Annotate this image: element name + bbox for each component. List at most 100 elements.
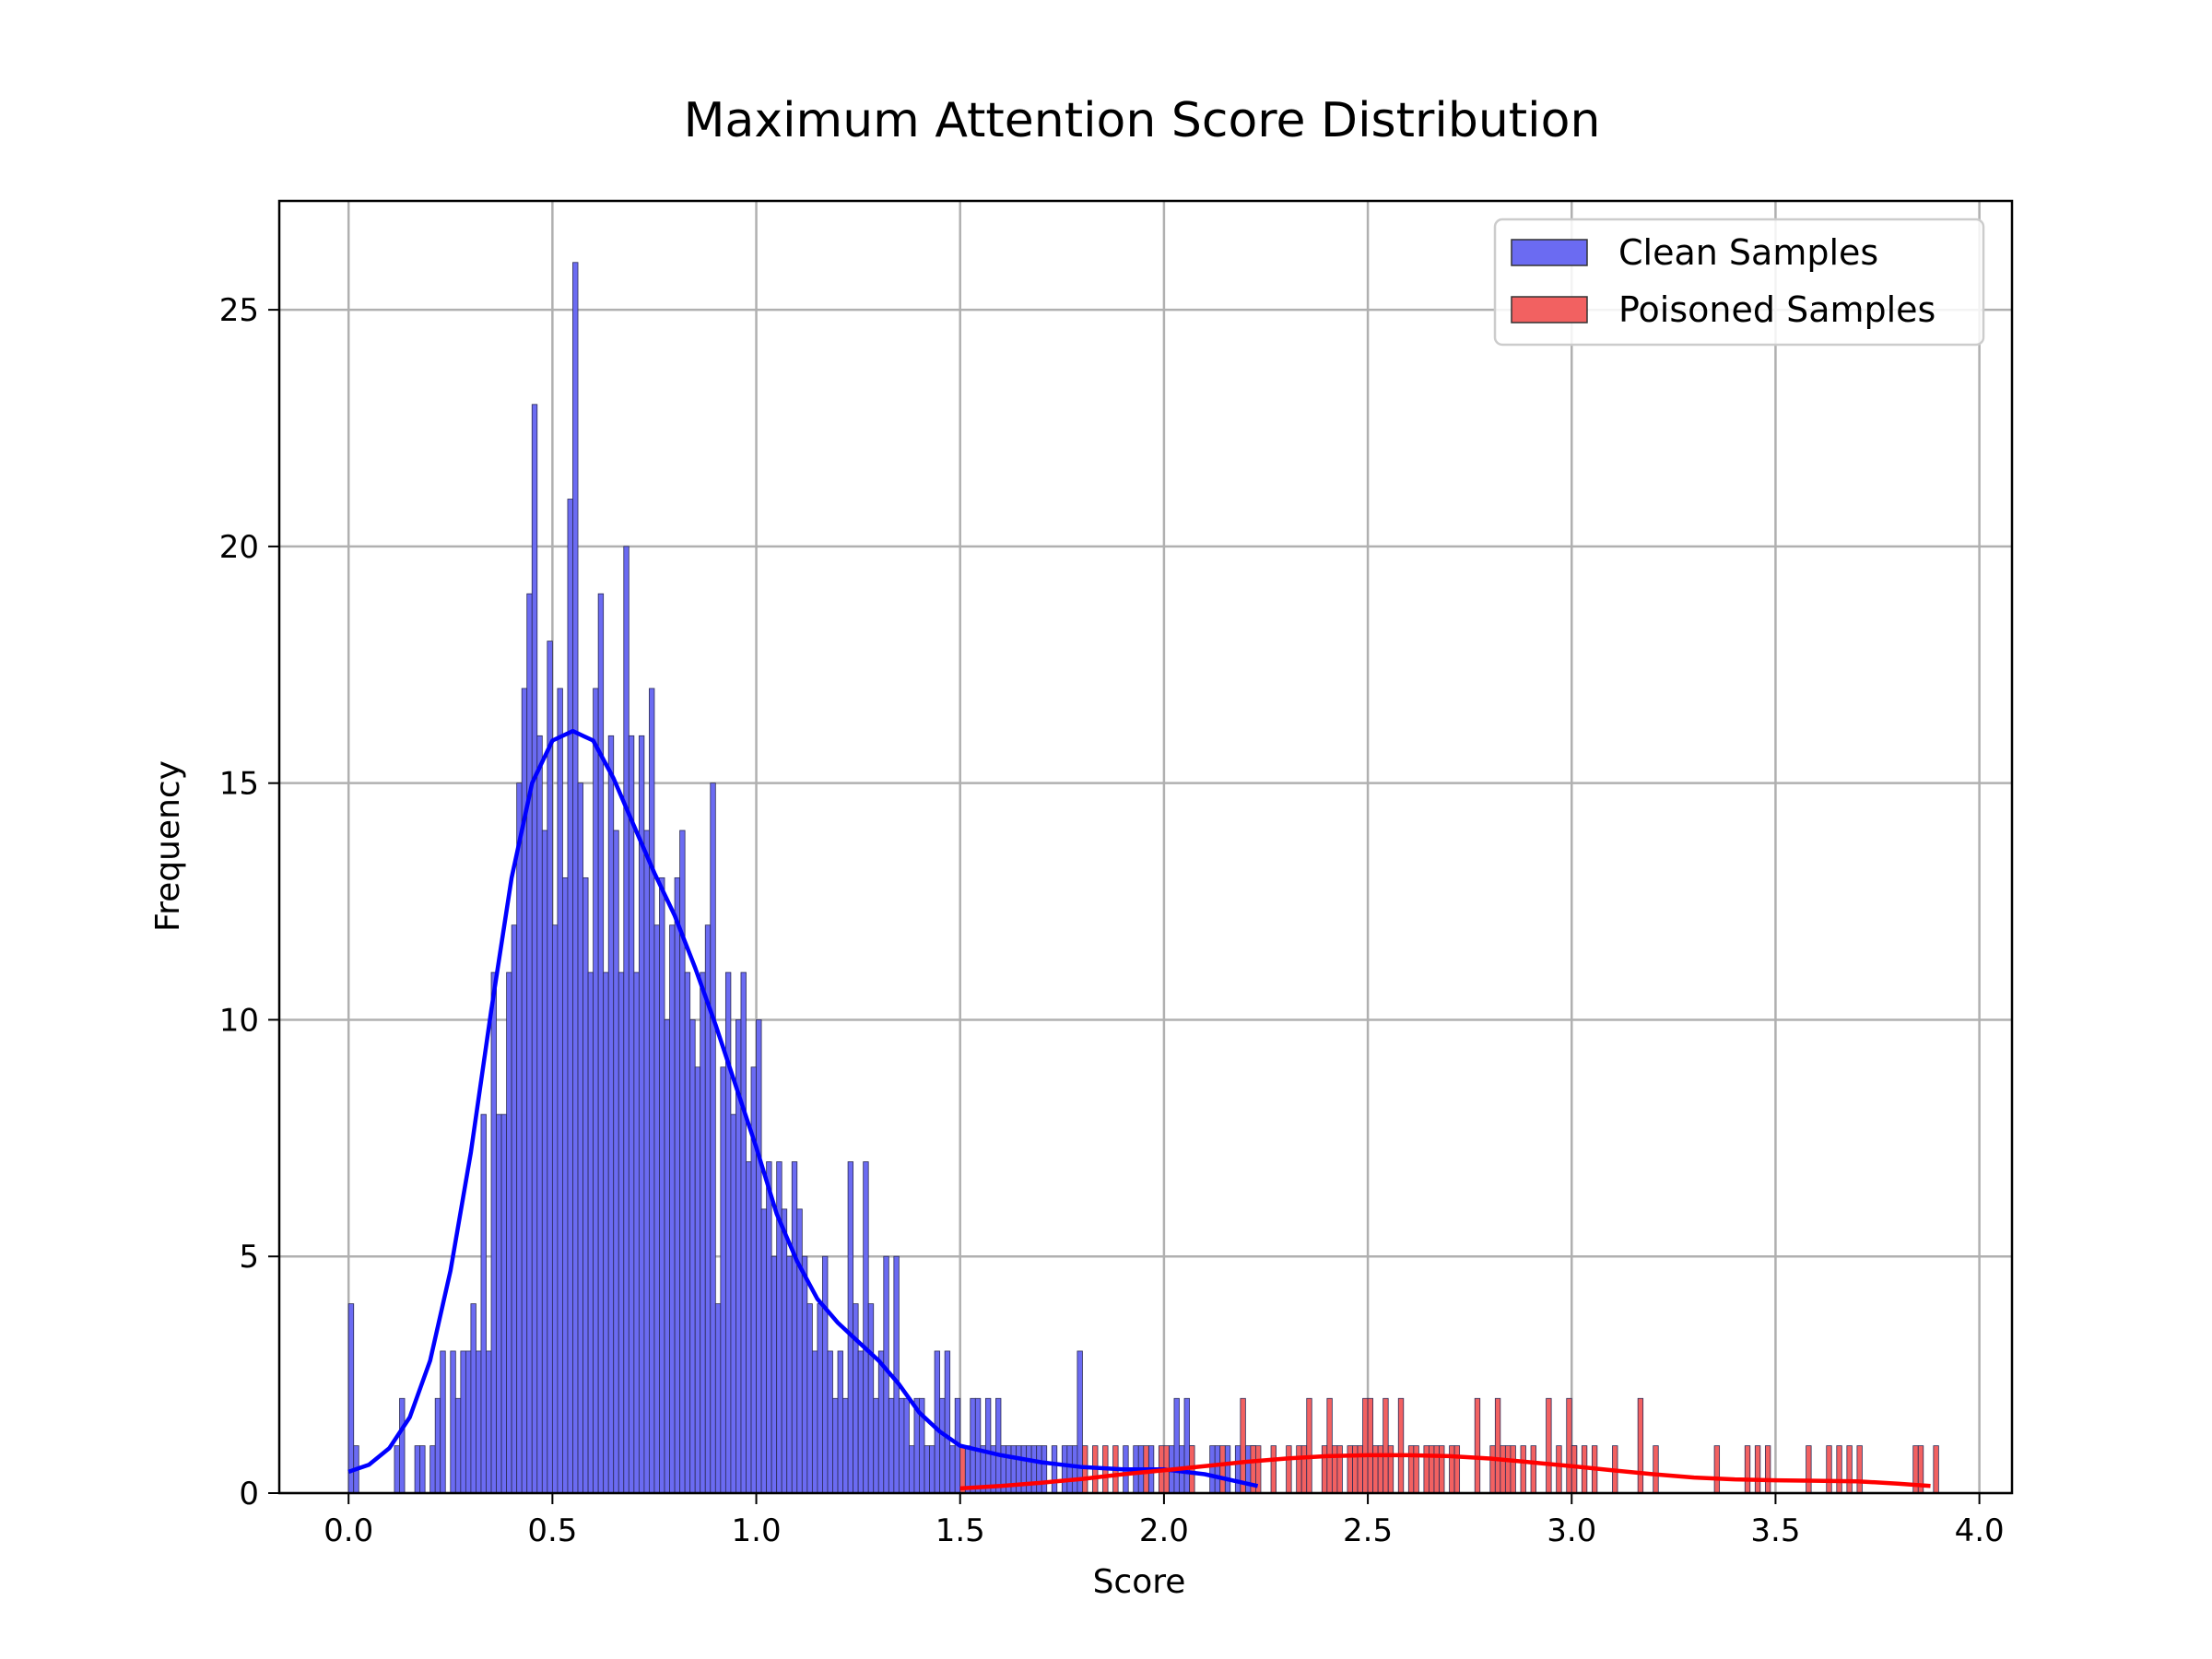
clean-samples-bar xyxy=(516,782,523,1494)
clean-samples-bar xyxy=(496,1113,502,1494)
clean-samples-bar xyxy=(470,1303,477,1494)
clean-samples-bar xyxy=(883,1255,889,1494)
poisoned-samples-bar xyxy=(1489,1445,1496,1494)
clean-samples-bar xyxy=(633,971,640,1494)
x-tick-label: 1.0 xyxy=(732,1512,782,1549)
clean-samples-bar xyxy=(863,1161,869,1494)
clean-samples-bar xyxy=(817,1303,823,1494)
clean-samples-bar xyxy=(1036,1445,1042,1494)
x-tick-label: 0.0 xyxy=(324,1512,373,1549)
poisoned-samples-bar xyxy=(1423,1445,1430,1494)
clean-samples-bar xyxy=(347,1303,355,1494)
clean-samples-bar xyxy=(801,1255,808,1494)
poisoned-samples-bar xyxy=(1449,1445,1455,1494)
clean-samples-bar xyxy=(460,1350,466,1494)
clean-samples-bar xyxy=(562,877,569,1494)
poisoned-samples-bar xyxy=(1306,1397,1312,1494)
poisoned-samples-bar xyxy=(1382,1397,1389,1494)
clean-samples-bar xyxy=(480,1113,487,1494)
poisoned-samples-bar xyxy=(1504,1445,1512,1494)
poisoned-samples-bar xyxy=(1494,1397,1501,1494)
clean-samples-bar xyxy=(1077,1350,1083,1494)
clean-samples-bar xyxy=(577,782,583,1494)
clean-samples-bar xyxy=(724,971,732,1494)
poisoned-samples-bar xyxy=(1500,1445,1506,1494)
clean-samples-bar xyxy=(766,1161,772,1494)
clean-samples-bar xyxy=(740,971,747,1494)
poisoned-samples-bar xyxy=(1413,1445,1419,1494)
poisoned-samples-bar xyxy=(1331,1445,1338,1494)
clean-samples-bar xyxy=(760,1208,768,1494)
clean-samples-bar xyxy=(756,1019,762,1494)
poisoned-samples-bar xyxy=(1372,1445,1379,1494)
clean-samples-bar xyxy=(603,971,609,1494)
clean-samples-bar xyxy=(1030,1445,1038,1494)
clean-samples-bar xyxy=(781,1208,788,1494)
clean-samples-bar xyxy=(1214,1445,1221,1494)
poisoned-samples-bar xyxy=(1387,1445,1394,1494)
clean-samples-bar xyxy=(786,1255,793,1494)
clean-samples-bar xyxy=(541,830,548,1494)
poisoned-samples-bar xyxy=(1336,1445,1343,1494)
clean-samples-bar xyxy=(454,1397,462,1494)
poisoned-samples-bar xyxy=(1429,1445,1435,1494)
clean-samples-bar xyxy=(689,1019,696,1494)
clean-samples-bar xyxy=(893,1255,900,1494)
clean-samples-bar xyxy=(853,1303,859,1494)
legend-label-clean: Clean Samples xyxy=(1618,232,1878,273)
clean-samples-bar xyxy=(547,641,553,1494)
poisoned-samples-bar xyxy=(1082,1445,1088,1494)
clean-samples-bar xyxy=(791,1161,798,1494)
clean-samples-bar xyxy=(607,735,615,1494)
clean-samples-bar xyxy=(476,1350,482,1494)
clean-samples-bar xyxy=(557,688,563,1494)
chart-title: Maximum Attention Score Distribution xyxy=(684,93,1601,148)
clean-samples-bar xyxy=(903,1397,910,1494)
y-tick-label: 0 xyxy=(239,1476,259,1512)
clean-samples-bar xyxy=(867,1303,875,1494)
clean-samples-bar xyxy=(857,1350,865,1494)
legend-box xyxy=(1493,218,1985,347)
clean-samples-bar xyxy=(710,782,716,1494)
poisoned-samples-bar xyxy=(1433,1445,1440,1494)
poisoned-samples-bar xyxy=(1754,1445,1761,1494)
clean-samples-bar xyxy=(806,1303,813,1494)
clean-samples-bar xyxy=(924,1445,930,1494)
poisoned-samples-bar xyxy=(959,1445,966,1494)
clean-samples-bar xyxy=(970,1397,976,1494)
poisoned-samples-bar xyxy=(1826,1445,1832,1494)
clean-samples-bar xyxy=(720,1066,726,1494)
clean-samples-bar xyxy=(888,1397,895,1494)
poisoned-samples-bar xyxy=(1367,1397,1374,1494)
poisoned-samples-bar xyxy=(1806,1445,1812,1494)
poisoned-samples-bar xyxy=(1377,1445,1384,1494)
x-tick-label: 2.0 xyxy=(1139,1512,1189,1549)
clean-samples-bar xyxy=(419,1445,426,1494)
x-tick-label: 3.0 xyxy=(1547,1512,1596,1549)
poisoned-samples-bar xyxy=(1453,1445,1461,1494)
poisoned-samples-kde-line xyxy=(959,1453,1931,1491)
y-axis-label: Frequency xyxy=(149,760,187,932)
clean-samples-bar xyxy=(500,1113,508,1494)
clean-samples-bar xyxy=(653,924,660,1494)
poisoned-samples-bar xyxy=(1846,1445,1853,1494)
clean-samples-bar xyxy=(1209,1445,1216,1494)
clean-samples-bar xyxy=(490,971,497,1494)
legend-swatch-clean xyxy=(1511,239,1588,266)
x-axis-label: Score xyxy=(1093,1563,1186,1601)
poisoned-samples-bar xyxy=(1286,1445,1292,1494)
y-tick-label: 25 xyxy=(219,292,259,329)
poisoned-samples-bar xyxy=(1219,1445,1226,1494)
poisoned-samples-bar xyxy=(1637,1397,1644,1494)
clean-samples-bar xyxy=(597,593,605,1494)
clean-samples-bar xyxy=(847,1161,854,1494)
poisoned-samples-bar xyxy=(1296,1445,1302,1494)
poisoned-samples-bar xyxy=(1326,1397,1333,1494)
x-axis-ticks: 0.0 0.5 1.0 1.5 2.0 2.5 3.0 3.5 4.0 xyxy=(324,1493,2005,1549)
poisoned-samples-bar xyxy=(1571,1445,1578,1494)
clean-samples-bar xyxy=(1061,1445,1068,1494)
clean-samples-bar xyxy=(526,593,533,1494)
x-tick-label: 1.5 xyxy=(935,1512,985,1549)
